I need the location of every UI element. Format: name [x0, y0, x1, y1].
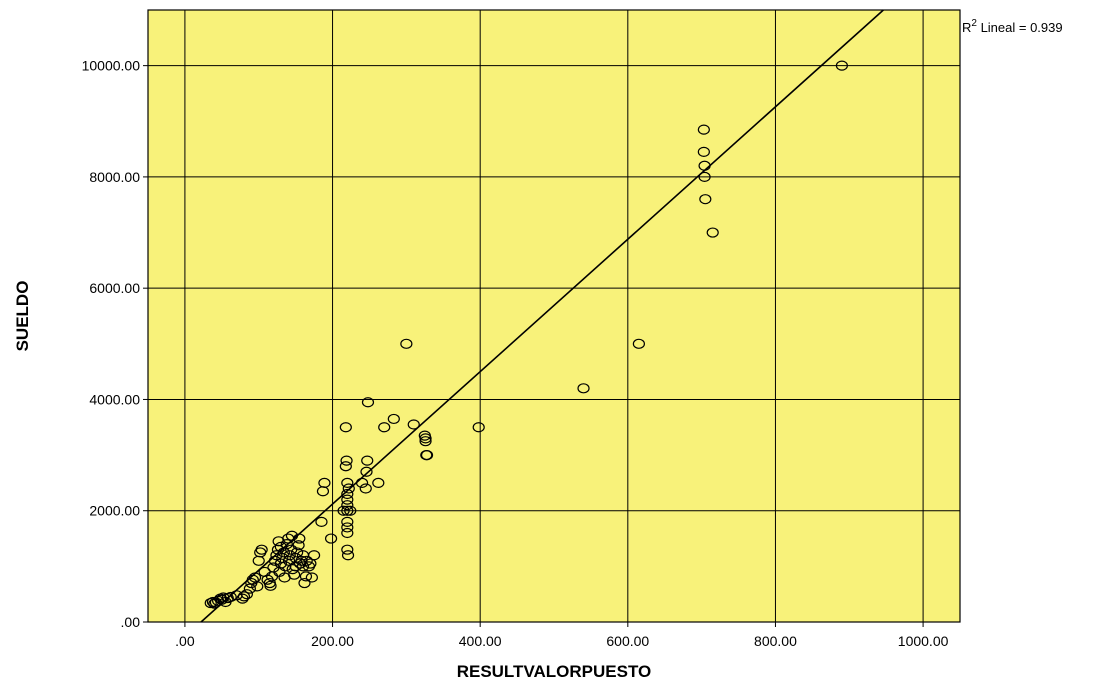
data-point [341, 544, 354, 555]
data-point [271, 544, 285, 555]
data-point [341, 500, 354, 511]
data-point [291, 547, 304, 558]
data-point [378, 422, 391, 433]
data-point [224, 591, 237, 603]
data-point [307, 550, 321, 561]
data-point [341, 527, 354, 539]
data-point [315, 516, 328, 527]
data-point [318, 477, 331, 489]
y-axis-ticks: .00 2000.00 4000.00 6000.00 8000.00 10000.00 [82, 58, 148, 630]
data-point [341, 477, 354, 489]
data-point [341, 522, 354, 533]
data-point [341, 505, 354, 516]
x-tick-label: 200.00 [311, 633, 354, 649]
data-point [360, 466, 373, 477]
data-point [361, 397, 375, 408]
data-point [342, 483, 355, 494]
y-tick-label: 6000.00 [89, 280, 140, 296]
data-point [289, 552, 302, 564]
data-point [420, 449, 434, 461]
data-point [324, 533, 338, 544]
x-tick-label: 1000.00 [898, 633, 949, 649]
data-point [400, 338, 413, 349]
data-point [359, 483, 372, 494]
data-point [697, 146, 710, 157]
data-point [372, 477, 385, 489]
fit-line [200, 9, 884, 623]
data-point [407, 419, 420, 430]
data-point [299, 571, 313, 582]
data-point [361, 455, 374, 466]
y-tick-label: 10000.00 [82, 58, 141, 74]
data-point [706, 227, 719, 238]
data-point [337, 505, 350, 516]
data-point [280, 539, 293, 550]
y-axis-title: SUELDO [13, 281, 32, 352]
plot-background [148, 10, 960, 622]
y-tick-label: .00 [121, 614, 141, 630]
data-point [387, 413, 400, 425]
data-point [341, 516, 354, 527]
data-point [835, 60, 848, 71]
data-point [298, 577, 311, 589]
data-point [279, 561, 292, 572]
data-point [300, 555, 313, 566]
data-point [251, 581, 264, 592]
x-axis-title: RESULTVALORPUESTO [457, 662, 652, 681]
data-point [419, 436, 432, 447]
data-point [339, 461, 352, 472]
data-point [240, 589, 254, 600]
data-point [341, 488, 354, 500]
data-point [305, 572, 318, 583]
y-tick-label: 2000.00 [89, 503, 140, 519]
x-tick-label: 400.00 [459, 633, 502, 649]
r-squared-annotation: R2 Lineal = 0.939 [962, 18, 1063, 35]
data-point [699, 194, 712, 205]
data-point [296, 561, 310, 572]
data-point [697, 124, 710, 135]
r2-value: Lineal = 0.939 [977, 20, 1063, 35]
x-tick-label: .00 [175, 633, 195, 649]
y-tick-label: 8000.00 [89, 169, 140, 185]
r2-superscript: 2 [971, 18, 977, 29]
data-point [255, 544, 268, 555]
data-point [295, 555, 308, 566]
data-point [292, 540, 305, 551]
data-points [204, 60, 848, 609]
x-tick-label: 600.00 [606, 633, 649, 649]
data-point [577, 383, 590, 394]
data-point [419, 433, 432, 444]
data-point [344, 505, 357, 516]
x-axis-ticks: .00 200.00 400.00 600.00 800.00 1000.00 [175, 622, 949, 649]
x-tick-label: 800.00 [754, 633, 797, 649]
data-point [632, 338, 645, 349]
data-point [270, 550, 283, 561]
data-point [237, 591, 251, 602]
data-point [698, 171, 711, 183]
data-point [341, 550, 355, 561]
y-tick-label: 4000.00 [89, 391, 140, 407]
data-point [283, 550, 296, 561]
data-point [339, 422, 352, 433]
data-point [340, 455, 353, 466]
data-point [472, 422, 485, 433]
r2-base: R [962, 20, 971, 35]
plot-border [147, 9, 961, 623]
data-point [341, 494, 354, 505]
